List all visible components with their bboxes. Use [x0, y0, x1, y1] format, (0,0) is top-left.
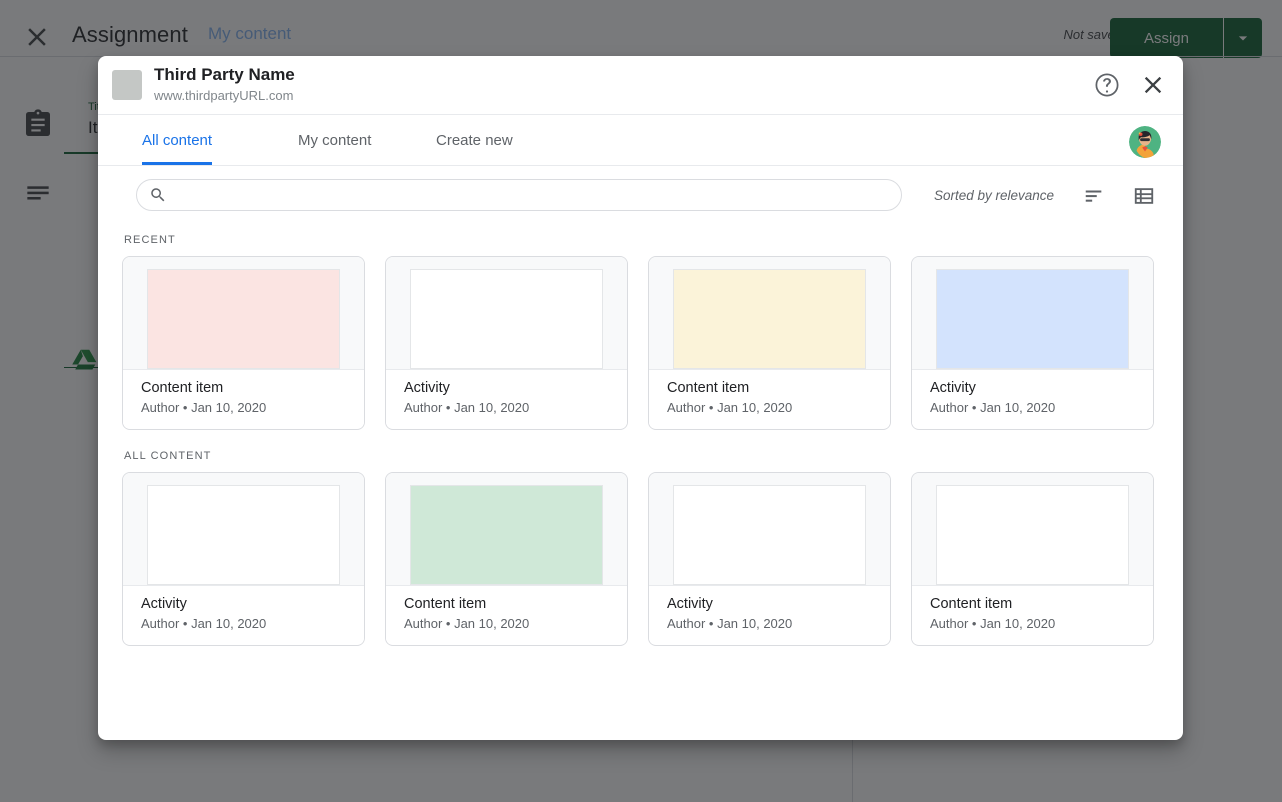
card-info: Activity Author • Jan 10, 2020	[123, 585, 364, 644]
card-meta: Author • Jan 10, 2020	[667, 400, 793, 415]
card-title: Activity	[930, 380, 976, 396]
content-card[interactable]: Content item Author • Jan 10, 2020	[122, 256, 365, 430]
card-info: Content item Author • Jan 10, 2020	[649, 369, 890, 428]
tab-create-new[interactable]: Create new	[436, 115, 513, 165]
card-thumbnail	[649, 473, 890, 585]
search-input[interactable]	[177, 179, 901, 211]
card-info: Activity Author • Jan 10, 2020	[649, 585, 890, 644]
card-thumbnail-preview	[936, 485, 1129, 585]
close-icon[interactable]	[1139, 71, 1167, 99]
card-title: Activity	[141, 596, 187, 612]
tab-label: My content	[298, 131, 372, 149]
card-meta: Author • Jan 10, 2020	[667, 616, 793, 631]
card-title: Activity	[667, 596, 713, 612]
card-title: Content item	[667, 380, 750, 396]
card-title: Content item	[404, 596, 487, 612]
card-thumbnail-preview	[673, 269, 866, 369]
card-meta: Author • Jan 10, 2020	[404, 616, 530, 631]
tab-my-content[interactable]: My content	[298, 115, 371, 165]
app-name: Third Party Name	[154, 65, 295, 84]
card-title: Content item	[930, 596, 1013, 612]
card-thumbnail	[123, 257, 364, 369]
card-meta: Author • Jan 10, 2020	[930, 616, 1056, 631]
tab-label: Create new	[436, 131, 513, 149]
section-header-all-content: ALL CONTENT	[124, 450, 212, 462]
tab-active-underline	[142, 162, 213, 165]
card-thumbnail-preview	[410, 485, 603, 585]
section-header-recent: RECENT	[124, 234, 176, 246]
app-url: www.thirdpartyURL.com	[154, 88, 294, 103]
search-icon	[149, 186, 167, 204]
card-meta: Author • Jan 10, 2020	[930, 400, 1056, 415]
content-card[interactable]: Content item Author • Jan 10, 2020	[648, 256, 891, 430]
content-card[interactable]: Content item Author • Jan 10, 2020	[385, 472, 628, 646]
tab-label: All content	[142, 131, 213, 149]
app-logo-placeholder	[112, 70, 142, 100]
card-grid-all-content: Activity Author • Jan 10, 2020 Content ite…	[122, 472, 1159, 646]
card-info: Content item Author • Jan 10, 2020	[912, 585, 1153, 644]
tab-all-content[interactable]: All content	[142, 115, 213, 165]
card-info: Activity Author • Jan 10, 2020	[912, 369, 1153, 428]
card-thumbnail-preview	[410, 269, 603, 369]
card-info: Content item Author • Jan 10, 2020	[386, 585, 627, 644]
card-meta: Author • Jan 10, 2020	[141, 616, 267, 631]
card-title: Content item	[141, 380, 224, 396]
content-card[interactable]: Activity Author • Jan 10, 2020	[648, 472, 891, 646]
card-info: Content item Author • Jan 10, 2020	[123, 369, 364, 428]
content-card[interactable]: Activity Author • Jan 10, 2020	[911, 256, 1154, 430]
search-box[interactable]	[136, 179, 902, 211]
card-grid-recent: Content item Author • Jan 10, 2020 Activit…	[122, 256, 1159, 430]
dialog-header: Third Party Name www.thirdpartyURL.com	[98, 56, 1183, 115]
dialog-tabs: All content My content Create new	[98, 115, 1183, 166]
dialog-body: RECENT Content item Author • Jan 10, 2020…	[98, 234, 1183, 646]
grid-view-icon[interactable]	[1133, 185, 1155, 207]
card-thumbnail-preview	[147, 269, 340, 369]
content-card[interactable]: Activity Author • Jan 10, 2020	[385, 256, 628, 430]
card-thumbnail-preview	[147, 485, 340, 585]
card-thumbnail	[912, 473, 1153, 585]
card-thumbnail	[649, 257, 890, 369]
card-thumbnail	[386, 473, 627, 585]
search-row: Sorted by relevance	[98, 166, 1183, 224]
content-card[interactable]: Content item Author • Jan 10, 2020	[911, 472, 1154, 646]
avatar[interactable]	[1129, 126, 1161, 158]
sort-icon[interactable]	[1083, 185, 1105, 207]
card-thumbnail	[386, 257, 627, 369]
card-thumbnail	[123, 473, 364, 585]
content-card[interactable]: Activity Author • Jan 10, 2020	[122, 472, 365, 646]
card-thumbnail-preview	[936, 269, 1129, 369]
card-thumbnail-preview	[673, 485, 866, 585]
card-meta: Author • Jan 10, 2020	[141, 400, 267, 415]
help-circle-icon[interactable]	[1093, 71, 1121, 99]
card-thumbnail	[912, 257, 1153, 369]
card-meta: Author • Jan 10, 2020	[404, 400, 530, 415]
sort-status-label: Sorted by relevance	[934, 188, 1055, 203]
card-info: Activity Author • Jan 10, 2020	[386, 369, 627, 428]
content-picker-dialog: Third Party Name www.thirdpartyURL.com A…	[98, 56, 1183, 740]
card-title: Activity	[404, 380, 450, 396]
